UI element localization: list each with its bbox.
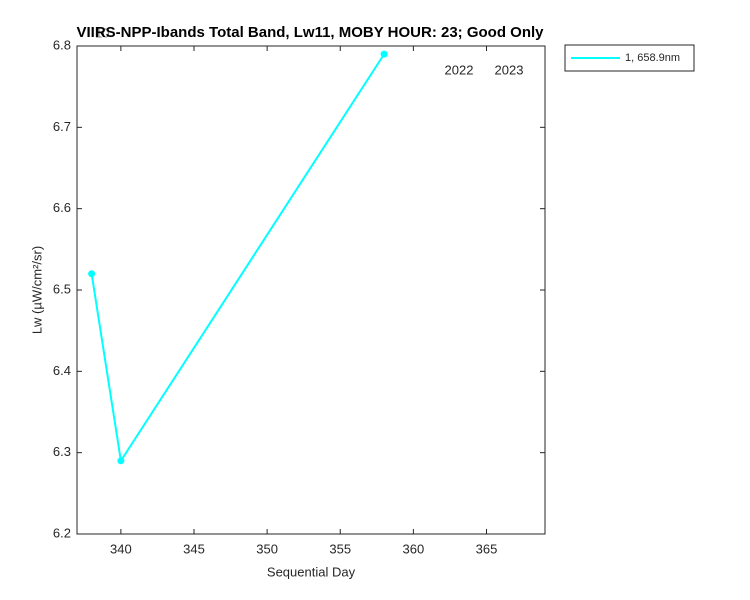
- x-tick-label: 345: [183, 541, 205, 556]
- y-tick-label: 6.5: [53, 281, 71, 296]
- chart-title: VIIRS-NPP-Ibands Total Band, Lw11, MOBY …: [77, 24, 545, 41]
- x-tick-label: 350: [256, 541, 278, 556]
- data-point: [380, 50, 388, 58]
- legend-label: 1, 658.9nm: [625, 52, 680, 64]
- year-annotation: 2022: [445, 62, 474, 77]
- overlap-label: 10: [95, 25, 109, 40]
- x-tick-label: 340: [110, 541, 132, 556]
- x-tick-label: 365: [476, 541, 498, 556]
- y-tick-label: 6.7: [53, 119, 71, 134]
- y-tick-label: 6.4: [53, 363, 71, 378]
- x-axis-label: Sequential Day: [267, 564, 356, 579]
- year-annotation: 2023: [495, 62, 524, 77]
- x-tick-label: 360: [403, 541, 425, 556]
- y-tick-label: 6.6: [53, 200, 71, 215]
- data-point: [88, 270, 96, 278]
- y-tick-label: 6.2: [53, 525, 71, 540]
- y-tick-label: 6.8: [53, 37, 71, 52]
- y-axis-label: Lw (µW/cm²/sr): [29, 246, 44, 334]
- data-point: [117, 457, 125, 465]
- y-tick-label: 6.3: [53, 444, 71, 459]
- x-tick-label: 355: [329, 541, 351, 556]
